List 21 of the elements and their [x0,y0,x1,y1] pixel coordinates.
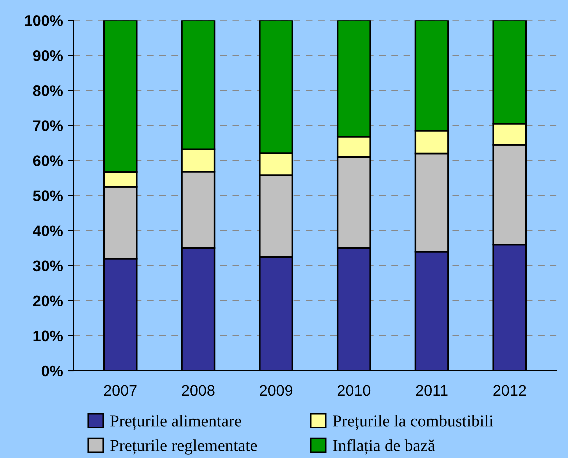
y-tick-label: 60% [33,156,64,166]
y-tick-label: 10% [34,330,64,342]
legend-label: Prețurile reglementate [110,440,258,455]
y-tick-label: 90% [33,50,64,62]
legend-label: Prețurile la combustibili [333,415,494,430]
y-tick-label: 100% [25,15,64,26]
y-tick-label: 50% [33,190,64,202]
x-tick-label: 2008 [182,385,215,396]
x-tick-label: 2010 [338,385,371,396]
y-tick-label: 40% [33,226,64,237]
legend-label: Prețurile alimentare [110,415,242,430]
legend-label: Inflația de bază [333,439,436,455]
x-tick-label: 2011 [416,385,448,396]
x-tick-label: 2009 [260,385,293,396]
y-tick-label: 0% [42,366,64,377]
x-tick-label: 2012 [494,385,526,396]
y-tick-label: 30% [33,260,64,272]
y-tick-label: 20% [33,296,64,307]
y-tick-label: 70% [34,120,64,132]
x-tick-label: 2007 [104,385,137,396]
y-tick-label: 80% [33,86,64,96]
